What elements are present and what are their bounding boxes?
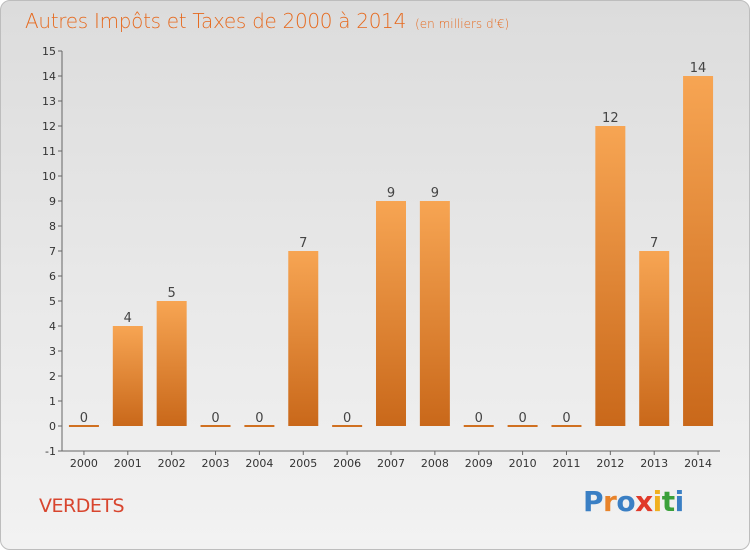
bar — [683, 76, 714, 426]
bar — [288, 251, 319, 426]
y-tick-label: 9 — [49, 195, 56, 208]
chart-bars — [68, 76, 714, 427]
x-tick-label: 2011 — [552, 457, 580, 470]
data-label: 4 — [124, 311, 132, 326]
data-label: 0 — [518, 411, 526, 426]
x-tick-label: 2000 — [70, 457, 98, 470]
data-label: 9 — [387, 186, 395, 201]
x-tick-label: 2013 — [640, 457, 668, 470]
y-tick-label: 13 — [42, 95, 56, 108]
bar — [595, 126, 626, 426]
x-tick-label: 2002 — [158, 457, 186, 470]
y-tick-label: 6 — [49, 270, 56, 283]
x-tick-label: 2007 — [377, 457, 405, 470]
x-tick-label: 2009 — [465, 457, 493, 470]
x-tick-label: 2006 — [333, 457, 361, 470]
x-tick-label: 2014 — [684, 457, 712, 470]
logo-letter: x — [635, 485, 653, 518]
logo-letter: r — [603, 485, 617, 518]
data-label: 12 — [602, 111, 619, 126]
bar — [156, 301, 187, 426]
bar — [419, 201, 450, 426]
data-label: 9 — [431, 186, 439, 201]
x-tick-label: 2010 — [509, 457, 537, 470]
x-tick-label: 2005 — [289, 457, 317, 470]
y-tick-label: -1 — [45, 445, 56, 458]
data-label: 0 — [562, 411, 570, 426]
chart-title: Autres Impôts et Taxes de 2000 à 2014 — [25, 9, 406, 33]
y-tick-label: 8 — [49, 220, 56, 233]
data-label: 0 — [343, 411, 351, 426]
x-tick-label: 2012 — [596, 457, 624, 470]
data-label: 0 — [475, 411, 483, 426]
proxiti-logo: Proxiti — [583, 485, 684, 518]
chart-data-labels: 0 4 5 0 0 7 0 9 9 0 0 0 12 7 14 — [80, 61, 707, 426]
data-label: 0 — [80, 411, 88, 426]
logo-letter: o — [616, 485, 636, 518]
logo-letter: P — [583, 485, 604, 518]
y-tick-label: 1 — [49, 395, 56, 408]
x-tick-label: 2004 — [245, 457, 273, 470]
x-tick-label: 2001 — [114, 457, 142, 470]
data-label: 0 — [211, 411, 219, 426]
y-tick-label: 15 — [42, 45, 56, 58]
data-label: 7 — [299, 236, 307, 251]
chart-title-block: Autres Impôts et Taxes de 2000 à 2014 (e… — [25, 9, 509, 33]
data-label: 5 — [168, 286, 176, 301]
data-label: 0 — [255, 411, 263, 426]
bar — [376, 201, 406, 426]
y-tick-label: 3 — [49, 345, 56, 358]
y-tick-label: 12 — [42, 120, 56, 133]
y-tick-label: 10 — [42, 170, 56, 183]
data-label: 14 — [690, 61, 707, 76]
x-tick-label: 2003 — [202, 457, 230, 470]
commune-name: VERDETS — [39, 495, 125, 517]
chart-unit-label: (en milliers d'€) — [415, 17, 510, 31]
logo-letter: i — [652, 485, 663, 518]
logo-letter: i — [674, 485, 685, 518]
logo-letter: t — [661, 485, 675, 518]
y-tick-label: 0 — [49, 420, 56, 433]
y-tick-label: 4 — [49, 320, 56, 333]
y-tick-label: 11 — [42, 145, 56, 158]
bar — [639, 251, 670, 426]
y-tick-label: 2 — [49, 370, 56, 383]
bar — [112, 326, 143, 426]
y-tick-label: 7 — [49, 245, 56, 258]
x-tick-label: 2008 — [421, 457, 449, 470]
y-tick-label: 14 — [42, 70, 56, 83]
y-tick-label: 5 — [49, 295, 56, 308]
data-label: 7 — [650, 236, 658, 251]
